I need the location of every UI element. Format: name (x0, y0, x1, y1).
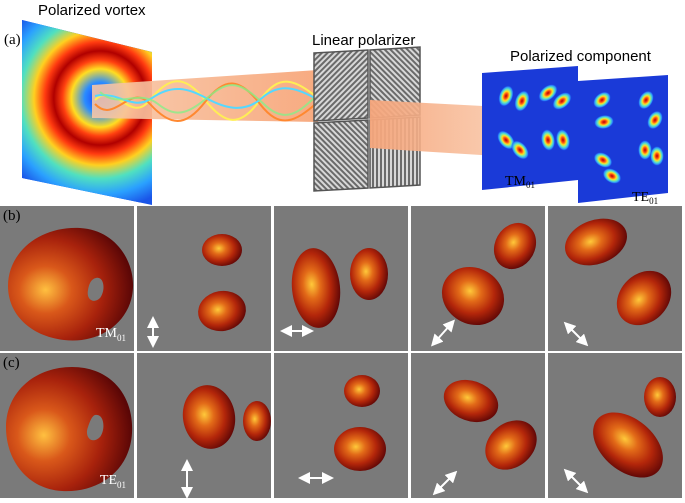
beam-lobe (493, 222, 537, 270)
beam-lobe (443, 379, 499, 423)
panel-c-cell-2 (137, 353, 271, 498)
beam-lobe (344, 375, 380, 407)
tm-label-sub: 01 (526, 180, 535, 190)
svg-text:TE01: TE01 (632, 190, 658, 205)
panel-c-cell-5 (548, 353, 682, 498)
panel-c-letter: (c) (3, 355, 20, 371)
beam-lobe (616, 270, 672, 326)
tm01-component-panel: TM01 (482, 66, 578, 190)
panel-b-cell-1: (b) TM01 (0, 206, 134, 351)
polarizer-label: Linear polarizer (312, 32, 415, 49)
te-label-main: TE (632, 190, 649, 205)
panel-a-schematic: (a) Polarized vortex Linear polarizer Po… (4, 2, 668, 205)
beam-lobe (334, 427, 386, 471)
tm-label-main: TM (505, 174, 527, 189)
beam-lobe (243, 401, 271, 441)
beam-lobe (198, 290, 246, 332)
beam-lobe (644, 377, 676, 417)
polarization-arrow-antidiagonal (563, 321, 589, 347)
beam-lobe (485, 420, 537, 470)
panel-a-letter: (a) (4, 32, 21, 48)
panel-b-cell-5 (548, 206, 682, 351)
linear-polarizer (313, 46, 421, 192)
te01-component-panel: TE01 (578, 75, 668, 205)
tm01-donut-beam (8, 227, 134, 341)
polarization-arrow-antidiagonal (563, 468, 589, 494)
svg-text:TM01: TM01 (505, 174, 535, 190)
panel-c-cell-4 (411, 353, 545, 498)
panel-b-letter: (b) (3, 208, 21, 224)
beam-lobe (182, 385, 236, 449)
panel-b-cell-4 (411, 206, 545, 351)
panel-c-cell-1: (c) TE01 (0, 353, 134, 498)
panel-c-mode-main: TE (99, 473, 117, 489)
te-label-sub: 01 (649, 196, 658, 205)
te01-donut-beam (6, 367, 133, 492)
panel-c-mode-label: TE01 (100, 473, 126, 490)
polarization-arrow-diagonal (432, 470, 458, 496)
beam-lobe (350, 248, 388, 300)
beam-lobe (565, 218, 627, 266)
panel-b-mode-label: TM01 (96, 326, 126, 343)
polarization-arrow-diagonal (431, 319, 455, 347)
input-beam (92, 70, 318, 122)
beam-lobe (202, 234, 242, 266)
polarization-waves (94, 80, 319, 122)
panel-b-mode-sub: 01 (117, 333, 126, 343)
beam-lobe (441, 266, 505, 326)
beam-lobe (291, 248, 341, 328)
panel-b-mode-main: TM (96, 326, 117, 342)
measurement-grid: (b) TM01 (c) (0, 206, 685, 503)
panel-c-cell-3 (274, 353, 408, 498)
component-label: Polarized component (510, 48, 652, 65)
panel-c-mode-sub: 01 (117, 480, 126, 490)
beam-lobe (593, 412, 663, 478)
panel-b-cell-3 (274, 206, 408, 351)
vortex-label: Polarized vortex (38, 2, 146, 19)
panel-b-cell-2 (137, 206, 271, 351)
